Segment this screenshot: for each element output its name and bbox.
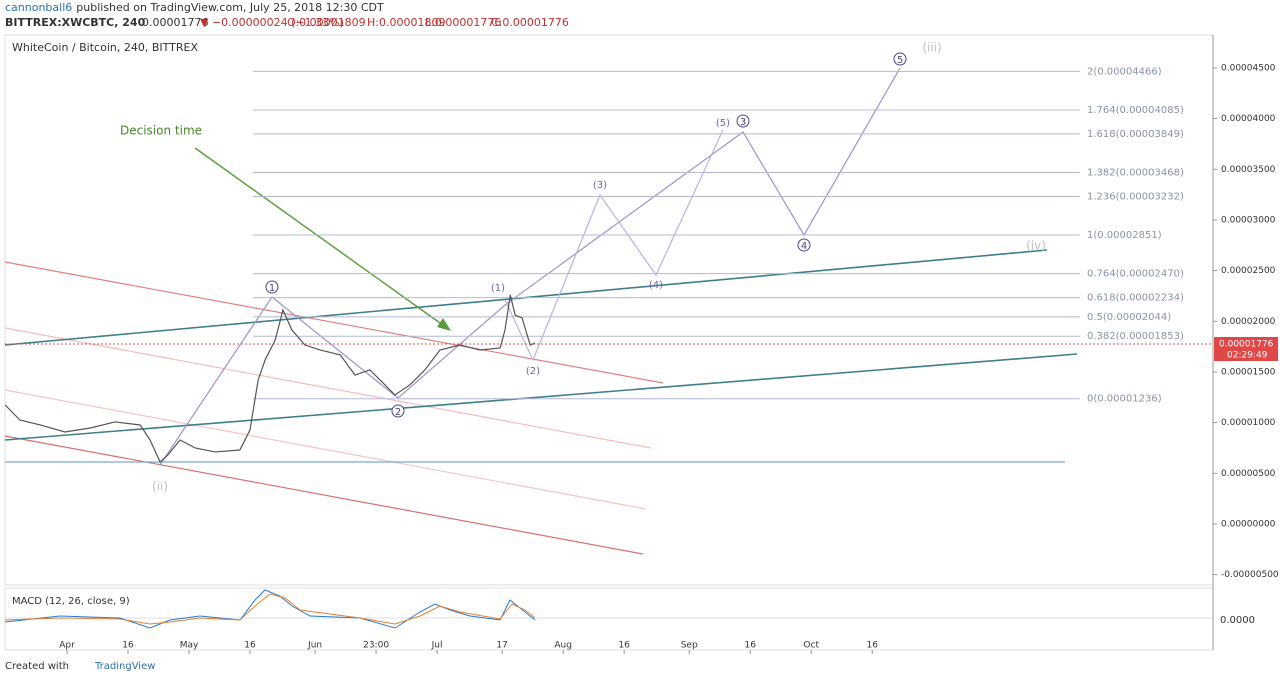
y-tick-label: -0.00000500 (1221, 570, 1279, 580)
x-tick-label: Jul (431, 641, 443, 651)
subwave-path (504, 129, 724, 362)
wave-path (159, 67, 901, 466)
high: H:0.00001809 (367, 16, 445, 29)
fib-label: 1.764(0.00004085) (1087, 105, 1184, 116)
wave-label: 2 (395, 407, 401, 418)
change: ▼ −0.00000024 (−1.33%) (200, 16, 344, 29)
x-tick-label: 16 (244, 641, 256, 651)
degree-wave-label: (iii) (922, 41, 941, 55)
x-tick-label: Apr (59, 641, 75, 651)
trendline (4, 353, 1078, 441)
macd-tick: 0.0000 (1220, 615, 1255, 626)
fib-label: 1.618(0.00003849) (1087, 129, 1184, 140)
open: O:0.00001809 (287, 16, 366, 29)
subwave-label: (2) (526, 366, 540, 377)
chart-title: WhiteCoin / Bitcoin, 240, BITTREX (12, 41, 198, 54)
macd-plot (4, 589, 1213, 629)
wave-label: 1 (269, 283, 275, 294)
channel-line (4, 327, 652, 449)
wave-label: 5 (897, 55, 903, 66)
symbol: BITTREX:XWCBTC, 240 (5, 16, 146, 29)
y-tick-label: 0.00000000 (1221, 519, 1276, 529)
subwave-label: (5) (716, 118, 730, 129)
fib-label: 0.5(0.00002044) (1087, 312, 1171, 323)
fib-label: 0(0.00001236) (1087, 394, 1162, 405)
fib-label: 0.764(0.00002470) (1087, 269, 1184, 280)
channel-line (4, 261, 664, 384)
x-tick-label: Jun (307, 641, 322, 651)
x-tick-label: 23:00 (363, 641, 389, 651)
footer-brand[interactable]: TradingView (94, 661, 155, 672)
wave-circle (265, 280, 279, 294)
price-line (4, 294, 536, 463)
last-price-label: 0.00001776 (1219, 340, 1274, 350)
x-tick-label: Aug (554, 641, 572, 651)
x-tick-label: May (180, 641, 199, 651)
subwave-label: (1) (491, 283, 505, 294)
fib-label: 1(0.00002851) (1087, 230, 1162, 241)
subwave-label: (4) (649, 280, 663, 291)
fib-label: 1.382(0.00003468) (1087, 168, 1184, 179)
x-tick-label: Sep (681, 641, 698, 651)
low: L:0.00001776 (425, 16, 501, 29)
y-tick-label: 0.00004000 (1221, 114, 1276, 124)
arrow (194, 147, 448, 329)
wave-circle (736, 114, 750, 128)
fib-label: 0.382(0.00001853) (1087, 331, 1184, 342)
degree-wave-label: (iv) (1026, 239, 1046, 253)
macd-title: MACD (12, 26, close, 9) (12, 596, 130, 607)
last-price-box (1214, 337, 1278, 362)
channel-line (4, 435, 644, 555)
close: C:0.00001776 (491, 16, 569, 29)
macd-line (4, 589, 536, 629)
degree-wave-label: (ii) (152, 480, 168, 494)
y-tick-label: 0.00001000 (1221, 418, 1276, 428)
signal-line (4, 593, 536, 625)
x-tick-label: 16 (744, 641, 756, 651)
fib-label: 0.618(0.00002234) (1087, 293, 1184, 304)
y-tick-label: 0.00002500 (1221, 266, 1276, 276)
last: 0.00001776 (142, 16, 208, 29)
wave-circle (893, 52, 907, 66)
subwave-label: (3) (593, 180, 607, 191)
wave-label: 4 (801, 241, 807, 252)
y-tick-label: 0.00003000 (1221, 215, 1276, 225)
footer-created: Created with (5, 661, 69, 672)
arrow-head (437, 318, 451, 331)
y-tick-label: 0.00001500 (1221, 367, 1276, 377)
x-tick-label: 16 (866, 641, 878, 651)
channel-line (4, 389, 647, 510)
wave-circle (797, 238, 811, 252)
y-tick-label: 0.00002000 (1221, 317, 1276, 327)
wave-circle (391, 404, 405, 418)
header-quote: BITTREX:XWCBTC, 240 0.00001776 ▼ −0.0000… (5, 16, 569, 29)
fib-label: 1.236(0.00003232) (1087, 191, 1184, 202)
annotation: Decision time (120, 124, 202, 138)
fib-label: 2(0.00004466) (1087, 66, 1162, 77)
wave-label: 3 (740, 117, 746, 128)
countdown: 02:29:49 (1227, 351, 1268, 361)
author[interactable]: cannonball6 (5, 1, 72, 14)
y-tick-label: 0.00004500 (1221, 63, 1276, 73)
y-tick-label: 0.00003500 (1221, 165, 1276, 175)
y-tick-label: 0.00000500 (1221, 469, 1276, 479)
x-tick-label: 16 (122, 641, 134, 651)
x-tick-label: 16 (618, 641, 630, 651)
x-tick-label: 17 (496, 641, 507, 651)
published: published on TradingView.com, July 25, 2… (76, 1, 384, 14)
x-tick-label: Oct (803, 641, 819, 651)
